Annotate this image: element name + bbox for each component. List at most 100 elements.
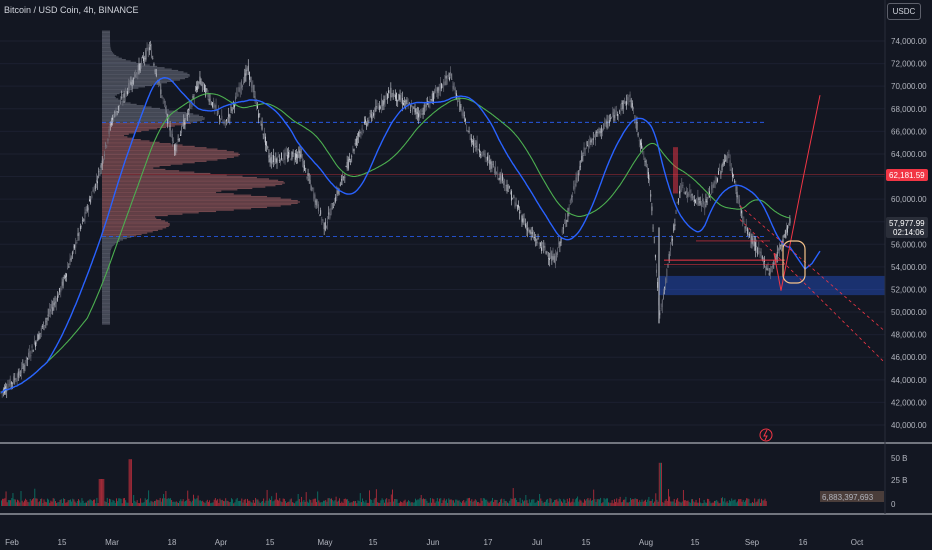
volume-bar	[513, 498, 515, 506]
volume-bar	[613, 499, 615, 506]
volume-profile-bar	[102, 210, 217, 213]
candle-body	[192, 95, 194, 99]
volume-bar	[36, 498, 38, 506]
candle-body	[194, 90, 196, 92]
candle-body	[227, 121, 228, 123]
volume-bar	[638, 502, 639, 506]
candle-body	[224, 120, 226, 124]
candle-body	[128, 83, 130, 93]
volume-bar	[400, 501, 401, 506]
candle-body	[475, 145, 477, 147]
volume-bar	[2, 498, 4, 506]
candle-body	[631, 103, 633, 108]
volume-profile-bar	[102, 126, 166, 129]
volume-bar	[534, 502, 536, 506]
candle-body	[692, 196, 694, 199]
volume-bar	[328, 497, 330, 506]
volume-bar	[297, 493, 299, 506]
time-tick-label: 15	[58, 538, 67, 547]
volume-bar	[715, 500, 717, 506]
candle-body	[460, 106, 462, 108]
candle-body	[398, 94, 400, 101]
volume-bar	[657, 501, 659, 506]
volume-profile-bar	[102, 261, 111, 263]
volume-bar	[692, 499, 694, 506]
volume-profile-bar	[102, 200, 298, 202]
volume-profile-bar	[102, 125, 175, 127]
currency-selector[interactable]: USDC	[887, 3, 921, 20]
candle-body	[261, 123, 263, 130]
candle-body	[252, 85, 254, 91]
volume-bar	[735, 502, 737, 506]
price-tick-label: 66,000.00	[891, 127, 927, 136]
candle-body	[608, 120, 610, 124]
volume-profile-bar	[102, 204, 292, 206]
volume-bar	[294, 503, 296, 506]
volume-profile-bar	[102, 86, 146, 88]
volume-bar	[311, 502, 313, 506]
volume-bar	[206, 499, 208, 506]
volume-profile-bar	[102, 298, 110, 301]
volume-bar	[723, 501, 725, 506]
volume-bar	[11, 498, 13, 506]
volume-bar	[332, 500, 334, 506]
time-tick-label: 15	[266, 538, 275, 547]
volume-bar	[742, 499, 744, 506]
volume-profile-bar	[102, 225, 169, 227]
candle-body	[289, 153, 291, 154]
candle-body	[203, 82, 204, 85]
volume-bar	[685, 500, 687, 506]
candle-body	[763, 258, 764, 266]
volume-bar	[406, 501, 408, 506]
lightning-icon[interactable]	[759, 428, 773, 442]
candle-body	[487, 156, 488, 161]
volume-bar	[754, 498, 756, 506]
volume-bar	[20, 491, 22, 506]
candle-body	[188, 109, 189, 110]
volume-bar	[274, 499, 276, 506]
candle-body	[257, 104, 258, 109]
candle-body	[96, 179, 97, 183]
volume-bar	[618, 499, 620, 506]
candle-body	[560, 238, 562, 243]
chart-drawings[interactable]	[664, 95, 886, 364]
volume-bar	[287, 502, 289, 506]
candle-body	[511, 190, 512, 201]
candle-body	[592, 138, 594, 141]
candle-body	[469, 135, 471, 141]
volume-bar	[648, 496, 650, 506]
volume-bar	[462, 501, 464, 506]
volume-bar	[22, 502, 24, 506]
candle-body	[255, 102, 257, 107]
volume-bar	[435, 501, 437, 506]
volume-axis[interactable]: 50 B25 B0	[891, 454, 907, 509]
candle-body	[59, 288, 61, 293]
volume-bar	[481, 500, 483, 506]
candle-body	[650, 194, 652, 197]
volume-bar	[189, 500, 191, 506]
volume-bar	[564, 500, 566, 506]
volume-bar	[409, 501, 411, 506]
candle-body	[385, 92, 387, 96]
volume-bar	[93, 499, 94, 506]
time-axis[interactable]: Feb 15 Mar 18 Apr 15 May 15 Jun 17 Jul 15 Aug 15 Sep 16…	[5, 538, 864, 547]
volume-profile-bar	[102, 209, 234, 211]
candle-body	[783, 234, 785, 237]
candle-body	[382, 100, 384, 107]
candle-body	[20, 375, 21, 376]
volume-bar	[143, 502, 145, 506]
candle-body	[185, 113, 187, 119]
volume-bar	[542, 502, 544, 506]
volume-profile-bar	[102, 296, 110, 298]
candle-body	[165, 106, 166, 109]
volume-bar	[676, 499, 677, 506]
candle-body	[352, 148, 354, 152]
volume-profile-bar	[102, 45, 111, 47]
volume-bar	[197, 495, 199, 506]
candle-body	[98, 171, 100, 173]
volume-bar	[13, 499, 15, 506]
volume-bar	[612, 503, 614, 506]
volume-bar	[584, 499, 585, 506]
volume-bar	[26, 499, 28, 506]
